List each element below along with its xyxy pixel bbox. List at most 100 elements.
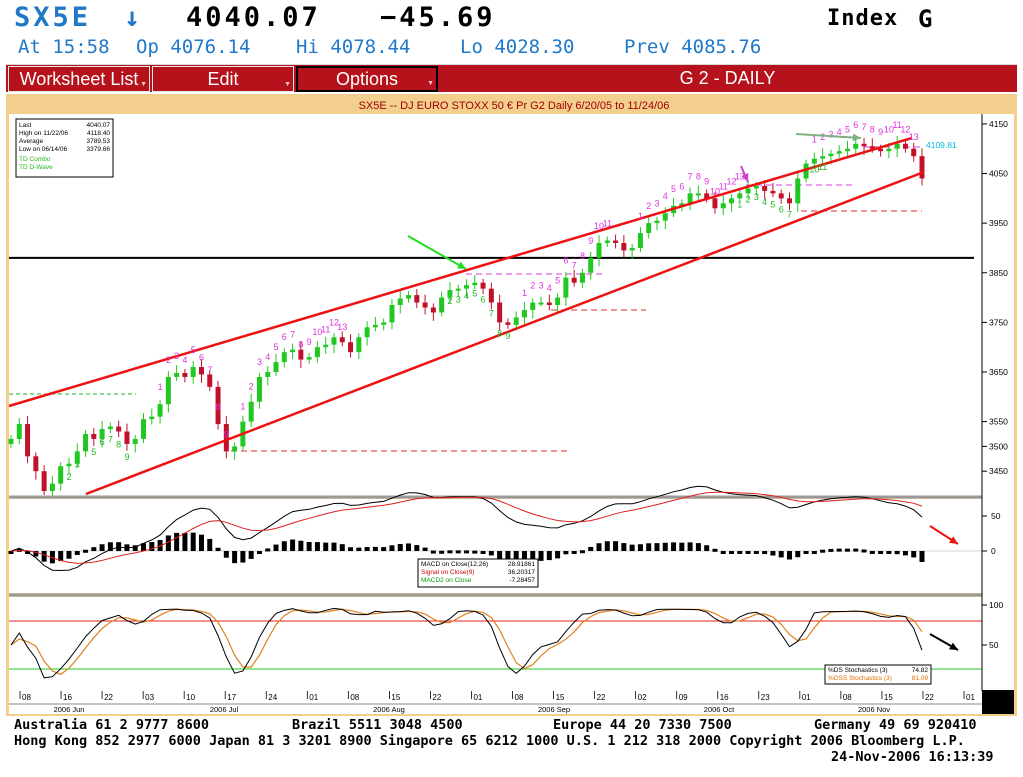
macd-histogram-bar bbox=[447, 550, 453, 554]
menu-key[interactable]: G bbox=[918, 5, 936, 33]
macd-histogram-bar bbox=[182, 532, 188, 551]
candle-body bbox=[480, 282, 486, 289]
td-count-label: 4 bbox=[547, 283, 552, 293]
candle-body bbox=[687, 193, 693, 204]
info-label: Last bbox=[19, 122, 31, 129]
candle-body bbox=[778, 193, 784, 199]
candle-body bbox=[836, 151, 842, 154]
x-tick-label: 03 bbox=[145, 693, 154, 702]
ticker[interactable]: SX5E bbox=[14, 2, 92, 33]
td-count-label: 10 bbox=[710, 186, 720, 196]
td-count-label: 7 bbox=[787, 209, 792, 219]
td-count-label: 8 bbox=[696, 171, 701, 181]
macd-histogram-bar bbox=[488, 551, 494, 556]
worksheet-list-menu[interactable]: Worksheet List ▼ bbox=[8, 66, 150, 92]
study-label: TD Combo bbox=[19, 156, 51, 163]
candle-body bbox=[8, 438, 14, 444]
candle-body bbox=[679, 203, 685, 206]
macd-histogram-bar bbox=[621, 543, 627, 551]
td-count-label: 3 bbox=[456, 295, 461, 305]
td-count-label: 4 bbox=[265, 352, 270, 362]
candle-body bbox=[729, 198, 735, 204]
info-box: Last 4040.07 High on 11/22/06 4118.40 Averag… bbox=[15, 118, 114, 178]
candle-body bbox=[323, 344, 329, 348]
quote-header: SX5E ↓ 4040.07 −45.69 Index G bbox=[0, 0, 1023, 36]
candle-body bbox=[464, 285, 469, 289]
candle-body bbox=[83, 433, 89, 452]
candle-body bbox=[314, 347, 320, 358]
macd-histogram-bar bbox=[762, 551, 768, 555]
macd-histogram-bar bbox=[637, 544, 643, 551]
candle-body bbox=[397, 298, 403, 306]
candle-body bbox=[513, 317, 519, 325]
macd-histogram-bar bbox=[878, 551, 884, 554]
td-count-label: 12 bbox=[900, 125, 910, 135]
macd-histogram-bar bbox=[99, 544, 105, 551]
td-count-label: 2 bbox=[249, 382, 254, 392]
macd-histogram-bar bbox=[74, 551, 80, 555]
options-menu[interactable]: Options ▼ bbox=[296, 66, 438, 92]
candle-body bbox=[902, 143, 908, 149]
candle-body bbox=[844, 148, 850, 152]
td-count-label: 5 bbox=[770, 199, 775, 209]
candle-body bbox=[33, 456, 39, 472]
candle-body bbox=[886, 148, 892, 152]
candle-body bbox=[878, 148, 884, 152]
price-tick-label: 3550 bbox=[989, 417, 1008, 427]
candle-body bbox=[770, 190, 776, 194]
candle-body bbox=[563, 277, 569, 298]
candle-body bbox=[704, 193, 710, 199]
candle-body bbox=[762, 185, 768, 191]
edit-label: Edit bbox=[207, 69, 239, 89]
candle-body bbox=[132, 438, 138, 444]
price-chart[interactable]: SX5E -- DJ EURO STOXX 50 € Pr G2 Daily 6… bbox=[6, 94, 1017, 716]
x-tick-label: 15 bbox=[556, 693, 565, 702]
candle-body bbox=[646, 223, 652, 234]
macd-histogram-bar bbox=[381, 547, 387, 551]
x-tick-label: 15 bbox=[884, 693, 893, 702]
td-count-label: 7 bbox=[290, 330, 295, 340]
candle-body bbox=[232, 446, 238, 452]
candle-body bbox=[745, 188, 751, 194]
stoch-legend-label: %DS Stochastics (3) bbox=[828, 667, 888, 674]
td-count-label: 10 bbox=[809, 165, 819, 175]
macd-histogram-bar bbox=[588, 546, 594, 551]
macd-histogram-bar bbox=[240, 551, 246, 563]
x-tick-label: 09 bbox=[679, 693, 688, 702]
x-tick-label: 24 bbox=[268, 693, 277, 702]
x-tick-label: 01 bbox=[966, 693, 975, 702]
price-tick-label: 3500 bbox=[989, 441, 1008, 451]
macd-histogram-bar bbox=[579, 550, 585, 554]
macd-legend: MACD on Close(12,26) 28.91861 Signal on Cl… bbox=[417, 558, 539, 588]
macd-histogram-bar bbox=[49, 551, 55, 564]
candle-body bbox=[116, 426, 122, 432]
edit-menu[interactable]: Edit ▼ bbox=[152, 66, 294, 92]
macd-histogram-bar bbox=[869, 550, 875, 554]
td-count-label: 1 bbox=[737, 199, 742, 209]
price-panel[interactable] bbox=[9, 114, 982, 497]
x-axis-layer: 08 16 22 03 10 17 24 01 08 15 22 01 08 15 22 02 09 16 23 01… bbox=[19, 691, 975, 714]
td-count-label: 9 bbox=[804, 170, 809, 180]
macd-histogram-bar bbox=[853, 548, 859, 552]
candle-body bbox=[58, 466, 64, 484]
td-count-label: 6 bbox=[679, 181, 684, 191]
menu-bar: Worksheet List ▼ Edit ▼ Options ▼ G 2 - … bbox=[6, 64, 1017, 92]
candle-body bbox=[406, 295, 412, 299]
price-tick-label: 3450 bbox=[989, 466, 1008, 476]
x-tick-label: 08 bbox=[843, 693, 852, 702]
td-count-label: 4 bbox=[83, 442, 88, 452]
x-tick-label: 10 bbox=[186, 693, 195, 702]
last-price: 4040.07 bbox=[186, 2, 321, 33]
upper-channel-line bbox=[8, 136, 913, 408]
screen-title: G 2 - DAILY bbox=[679, 68, 776, 88]
month-label: 2006 Jul bbox=[210, 705, 239, 714]
candle-body bbox=[414, 295, 420, 303]
candle-body bbox=[538, 302, 544, 305]
td-count-label: 11 bbox=[719, 181, 728, 191]
candle-body bbox=[207, 374, 213, 387]
td-count-label: 1 bbox=[522, 288, 527, 298]
td-count-label: 10 bbox=[884, 125, 894, 135]
candle-body bbox=[853, 143, 859, 149]
td-count-label: 2 bbox=[447, 296, 452, 306]
direction-arrow-icon: ↓ bbox=[124, 2, 144, 33]
